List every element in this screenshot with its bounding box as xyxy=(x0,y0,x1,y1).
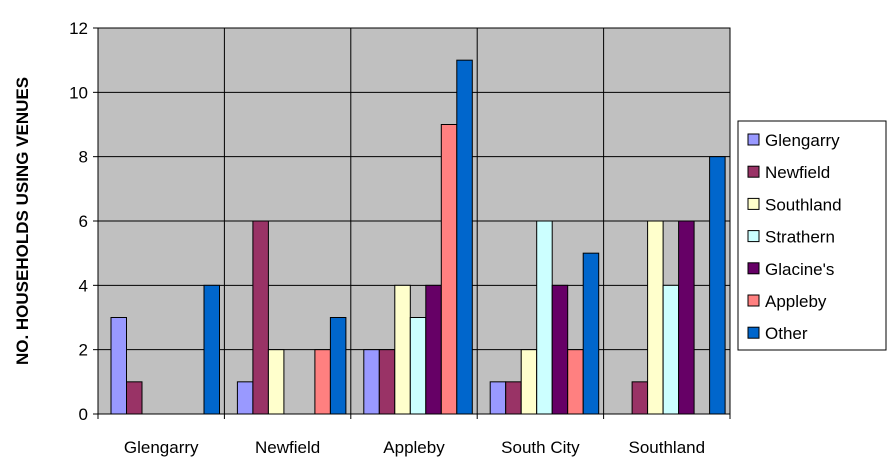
legend-box xyxy=(737,120,887,351)
legend-swatch xyxy=(747,197,760,210)
bar xyxy=(394,284,411,415)
bar xyxy=(110,317,127,415)
x-tick-label: Southland xyxy=(629,438,706,457)
y-tick-label: 8 xyxy=(79,148,88,167)
bar xyxy=(267,349,285,415)
x-tick-label: South City xyxy=(501,438,580,457)
bar xyxy=(456,59,473,415)
bar xyxy=(378,349,396,415)
legend-swatch xyxy=(747,294,760,307)
legend-label: Other xyxy=(765,324,808,343)
legend-label: Strathern xyxy=(765,228,835,247)
legend-swatch xyxy=(747,165,760,178)
bar xyxy=(489,381,507,415)
bars xyxy=(110,59,726,415)
bar xyxy=(505,381,522,415)
y-tick-label: 4 xyxy=(79,276,88,295)
bar xyxy=(520,349,538,415)
legend-label: Newfield xyxy=(765,163,830,182)
bar xyxy=(678,220,695,415)
gridlines xyxy=(98,91,730,351)
legend-swatch xyxy=(747,230,760,243)
bar xyxy=(314,349,331,415)
y-tick-label: 12 xyxy=(69,19,88,38)
bar xyxy=(709,156,726,415)
y-tick-label: 6 xyxy=(79,212,88,231)
bar xyxy=(409,317,427,415)
x-axis-ticks: Glengarry Newfield Appleby South City Southl… xyxy=(97,414,731,457)
category-separators xyxy=(223,28,605,414)
bar xyxy=(662,284,680,415)
legend-label: Glengarry xyxy=(765,131,840,150)
bar xyxy=(236,381,254,415)
y-tick-label: 0 xyxy=(79,405,88,424)
bar xyxy=(582,252,600,415)
legend: Glengarry Newfield Southland Strathern Glaci… xyxy=(737,120,887,351)
bar xyxy=(440,124,458,415)
bar xyxy=(252,220,269,415)
x-tick-label: Newfield xyxy=(255,438,320,457)
bar xyxy=(536,220,553,415)
x-tick-label: Glengarry xyxy=(124,438,199,457)
bar xyxy=(647,220,664,415)
bar xyxy=(329,317,347,415)
legend-swatch xyxy=(747,326,760,339)
bar xyxy=(363,349,380,415)
y-axis-ticks: 0 2 4 6 8 10 12 xyxy=(69,19,98,424)
bar xyxy=(425,284,442,415)
y-axis-label: NO. HOUSEHOLDS USING VENUES xyxy=(13,77,32,365)
bar xyxy=(551,284,569,415)
legend-swatch xyxy=(747,133,760,146)
bar xyxy=(631,381,649,415)
y-tick-label: 10 xyxy=(69,83,88,102)
y-tick-label: 2 xyxy=(79,341,88,360)
bar xyxy=(203,284,220,415)
bar xyxy=(126,381,143,415)
bar xyxy=(567,349,584,415)
x-tick-label: Appleby xyxy=(383,438,445,457)
legend-label: Glacine's xyxy=(765,260,834,279)
legend-label: Appleby xyxy=(765,292,827,311)
legend-label: Southland xyxy=(765,195,842,214)
legend-swatch xyxy=(747,262,760,275)
legend-items: Glengarry Newfield Southland Strathern Glaci… xyxy=(747,131,842,343)
